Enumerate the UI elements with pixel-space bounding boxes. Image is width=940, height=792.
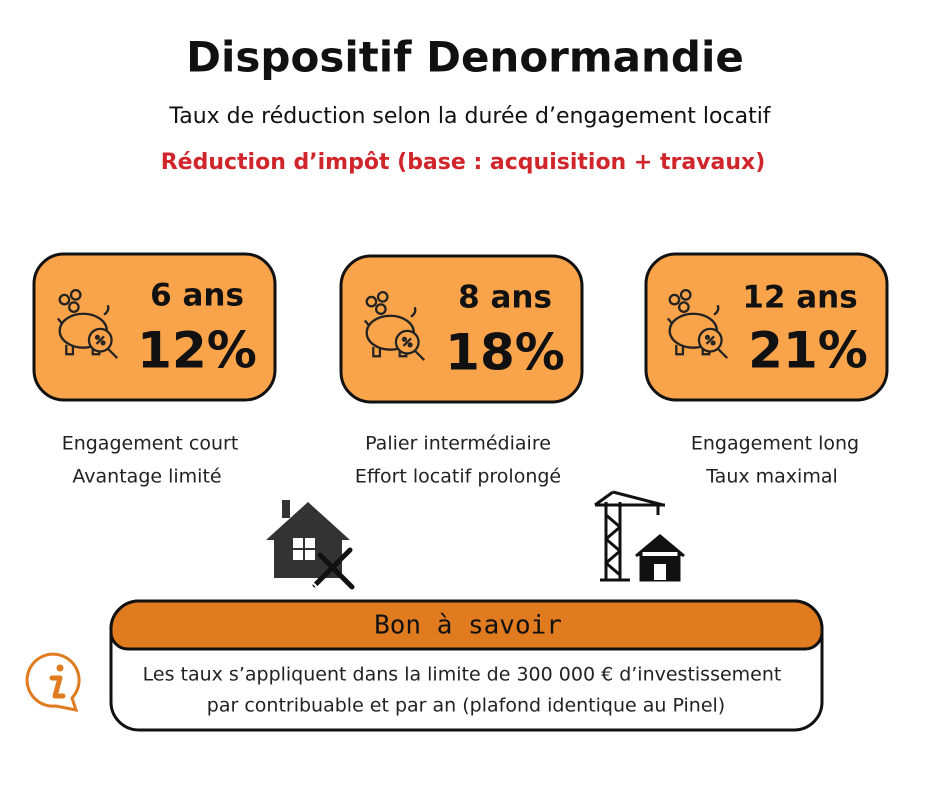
- info-box: Bon à savoir Les taux s’appliquent dans …: [109, 599, 824, 732]
- card-box: [644, 252, 889, 402]
- duration: 12 ans: [742, 280, 857, 316]
- rate-card: 6 ans 12%: [32, 252, 277, 402]
- rate: 18%: [445, 324, 565, 382]
- duration: 6 ans: [150, 278, 244, 314]
- card-box: [339, 254, 584, 404]
- caption: Effort locatif prolongé: [355, 466, 561, 488]
- card-box: [32, 252, 277, 402]
- caption: Palier intermédiaire: [365, 433, 551, 455]
- caption: Engagement court: [62, 433, 239, 455]
- rate-card: 8 ans 18%: [339, 254, 584, 404]
- house-tools-icon: [266, 500, 355, 590]
- info-line: par contribuable et par an (plafond iden…: [207, 695, 725, 717]
- info-icon: [25, 652, 81, 712]
- subtitle: Taux de réduction selon la durée d’engag…: [168, 104, 771, 129]
- caption: Engagement long: [691, 433, 859, 455]
- info-title: Bon à savoir: [374, 611, 562, 641]
- rate-card: 12 ans 21%: [644, 252, 889, 402]
- duration: 8 ans: [458, 280, 552, 316]
- info-header: [109, 599, 824, 651]
- crane-icon: [594, 490, 685, 582]
- rate: 21%: [748, 322, 868, 380]
- info-line: Les taux s’appliquent dans la limite de …: [143, 664, 782, 686]
- note: Réduction d’impôt (base : acquisition + …: [161, 150, 766, 175]
- rate: 12%: [137, 322, 257, 380]
- title: Dispositif Denormandie: [186, 33, 744, 82]
- caption: Taux maximal: [705, 466, 838, 488]
- caption: Avantage limité: [72, 466, 221, 488]
